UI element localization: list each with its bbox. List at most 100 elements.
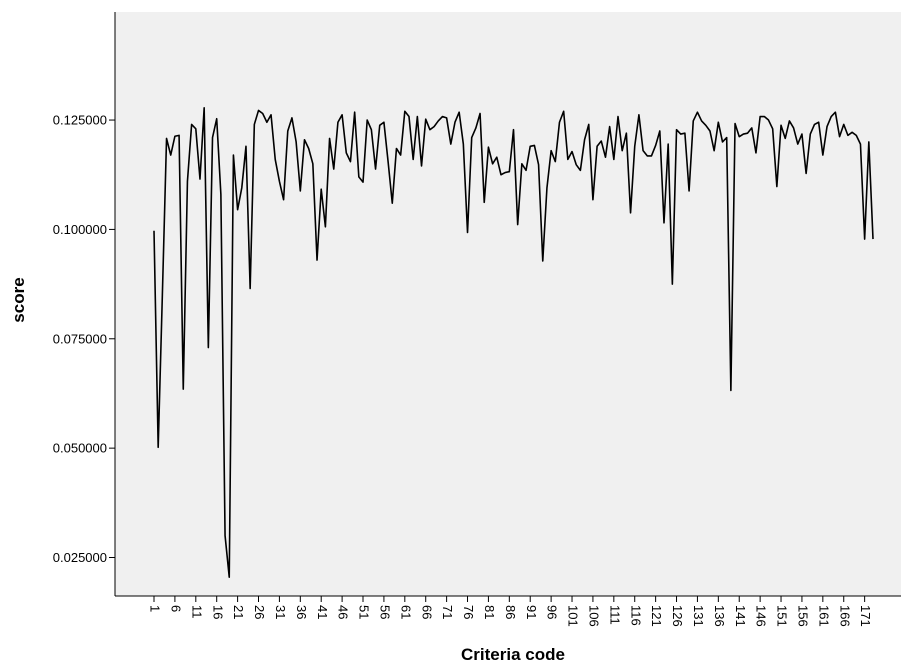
data-point xyxy=(349,160,351,162)
data-point xyxy=(324,226,326,228)
data-point xyxy=(295,141,297,143)
x-tick-label: 61 xyxy=(398,605,413,619)
data-point xyxy=(792,127,794,129)
data-point xyxy=(211,136,213,138)
x-tick-label: 16 xyxy=(210,605,225,619)
data-point xyxy=(642,149,644,151)
data-point xyxy=(383,121,385,123)
data-point xyxy=(771,128,773,130)
data-point xyxy=(508,170,510,172)
y-tick-label: 0.100000 xyxy=(53,222,107,237)
data-point xyxy=(546,187,548,189)
x-tick-label: 31 xyxy=(273,605,288,619)
y-tick-label: 0.050000 xyxy=(53,441,107,456)
data-point xyxy=(700,120,702,122)
data-point xyxy=(709,130,711,132)
data-point xyxy=(659,130,661,132)
x-tick-label: 101 xyxy=(566,605,581,627)
data-point xyxy=(341,114,343,116)
data-point xyxy=(550,149,552,151)
data-point xyxy=(629,212,631,214)
data-point xyxy=(253,123,255,125)
data-point xyxy=(863,238,865,240)
data-point xyxy=(813,123,815,125)
data-point xyxy=(445,117,447,119)
data-point xyxy=(688,190,690,192)
data-point xyxy=(362,181,364,183)
data-point xyxy=(705,124,707,126)
data-point xyxy=(755,152,757,154)
data-point xyxy=(370,128,372,130)
data-point xyxy=(366,119,368,121)
data-point xyxy=(579,169,581,171)
data-point xyxy=(487,146,489,148)
data-point xyxy=(312,163,314,165)
data-point xyxy=(562,110,564,112)
plot-area xyxy=(115,12,901,596)
data-point xyxy=(533,144,535,146)
data-point xyxy=(738,135,740,137)
data-point xyxy=(822,154,824,156)
data-point xyxy=(692,120,694,122)
data-point xyxy=(521,163,523,165)
data-point xyxy=(483,201,485,203)
x-tick-label: 171 xyxy=(858,605,873,627)
data-point xyxy=(717,121,719,123)
x-tick-label: 136 xyxy=(712,605,727,627)
data-point xyxy=(663,222,665,224)
data-point xyxy=(838,135,840,137)
data-point xyxy=(412,158,414,160)
data-point xyxy=(671,283,673,285)
data-point xyxy=(500,174,502,176)
data-point xyxy=(600,140,602,142)
y-tick-label: 0.025000 xyxy=(53,550,107,565)
data-point xyxy=(504,171,506,173)
y-tick-label: 0.075000 xyxy=(53,331,107,346)
data-point xyxy=(161,294,163,296)
data-point xyxy=(433,125,435,127)
x-tick-label: 26 xyxy=(252,605,267,619)
data-point xyxy=(851,131,853,133)
x-tick-label: 71 xyxy=(440,605,455,619)
data-point xyxy=(441,115,443,117)
data-point xyxy=(596,145,598,147)
data-point xyxy=(437,120,439,122)
data-point xyxy=(228,576,230,578)
x-tick-label: 21 xyxy=(231,605,246,619)
data-point xyxy=(257,109,259,111)
data-point xyxy=(625,132,627,134)
data-point xyxy=(470,136,472,138)
data-point xyxy=(174,135,176,137)
data-point xyxy=(190,123,192,125)
data-point xyxy=(571,150,573,152)
data-point xyxy=(588,123,590,125)
data-point xyxy=(780,124,782,126)
data-point xyxy=(776,185,778,187)
data-point xyxy=(809,133,811,135)
data-point xyxy=(291,117,293,119)
data-point xyxy=(458,111,460,113)
x-tick-label: 81 xyxy=(482,605,497,619)
data-point xyxy=(328,137,330,139)
data-point xyxy=(767,119,769,121)
data-point xyxy=(558,121,560,123)
data-point xyxy=(763,115,765,117)
data-point xyxy=(525,169,527,171)
data-point xyxy=(847,134,849,136)
data-point xyxy=(399,154,401,156)
y-tick-label: 0.125000 xyxy=(53,113,107,128)
data-point xyxy=(654,144,656,146)
x-tick-label: 131 xyxy=(691,605,706,627)
x-tick-label: 146 xyxy=(754,605,769,627)
x-tick-label: 116 xyxy=(628,605,643,626)
x-tick-label: 66 xyxy=(419,605,434,619)
data-point xyxy=(604,156,606,158)
data-point xyxy=(516,223,518,225)
data-point xyxy=(684,132,686,134)
data-point xyxy=(270,114,272,116)
data-point xyxy=(466,231,468,233)
data-point xyxy=(721,141,723,143)
data-point xyxy=(592,198,594,200)
data-point xyxy=(730,389,732,391)
